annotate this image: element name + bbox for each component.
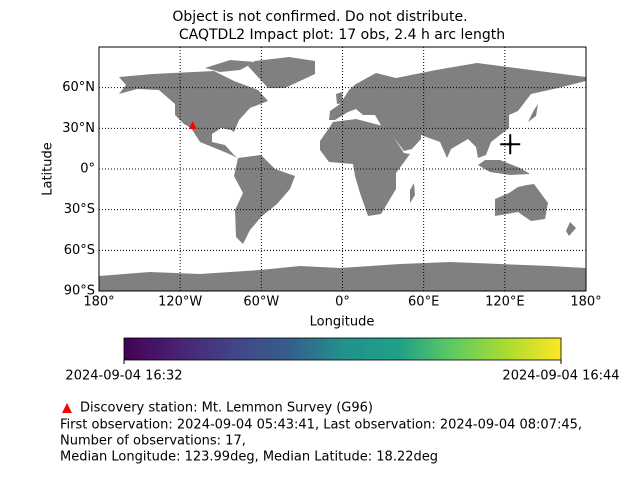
legend-label: Discovery station: Mt. Lemmon Survey (G9… [80,401,373,416]
station-marker [188,121,197,130]
x-tick-label: 180° [570,295,601,310]
eurasia [329,63,586,158]
antarctica [99,262,586,291]
y-tick-label: 60°N [62,80,95,95]
x-tick-label: 180° [83,295,114,310]
south-america [234,155,295,244]
y-tick-label: 90°S [64,284,95,299]
y-axis-label: Latitude [41,142,56,196]
info-line: First observation: 2024-09-04 05:43:41, … [60,418,582,433]
x-tick-label: 60°W [243,295,279,310]
x-tick-label: 60°E [408,295,439,310]
info-line: Number of observations: 17, [60,434,246,449]
indonesia [478,160,530,175]
britain [336,92,343,104]
land [99,57,586,291]
new-zealand [566,222,576,236]
x-tick-label: 120°E [485,295,525,310]
y-tick-label: 0° [80,162,95,177]
japan [528,104,538,122]
north-america [119,71,268,158]
x-tick-label: 120°W [158,295,202,310]
legend-marker [62,403,72,413]
greenland [248,57,315,88]
australia [495,184,548,221]
x-tick-label: 0° [335,295,350,310]
arctic-islands [205,60,255,72]
info-line: Median Longitude: 123.99deg, Median Lati… [60,450,438,465]
y-tick-label: 30°S [64,202,95,217]
colorbar-label: 2024-09-04 16:32 [65,369,182,384]
colorbar [123,337,562,361]
x-axis-label: Longitude [310,315,375,330]
warning: Object is not confirmed. Do not distribu… [172,9,467,25]
colorbar-label: 2024-09-04 16:44 [502,369,619,384]
y-tick-label: 60°S [64,243,95,258]
plot-frame [98,46,587,292]
y-tick-label: 30°N [62,121,95,136]
chart-title: CAQTDL2 Impact plot: 17 obs, 2.4 h arc l… [179,27,505,43]
impact-marker [500,134,521,155]
madagascar [410,183,415,203]
